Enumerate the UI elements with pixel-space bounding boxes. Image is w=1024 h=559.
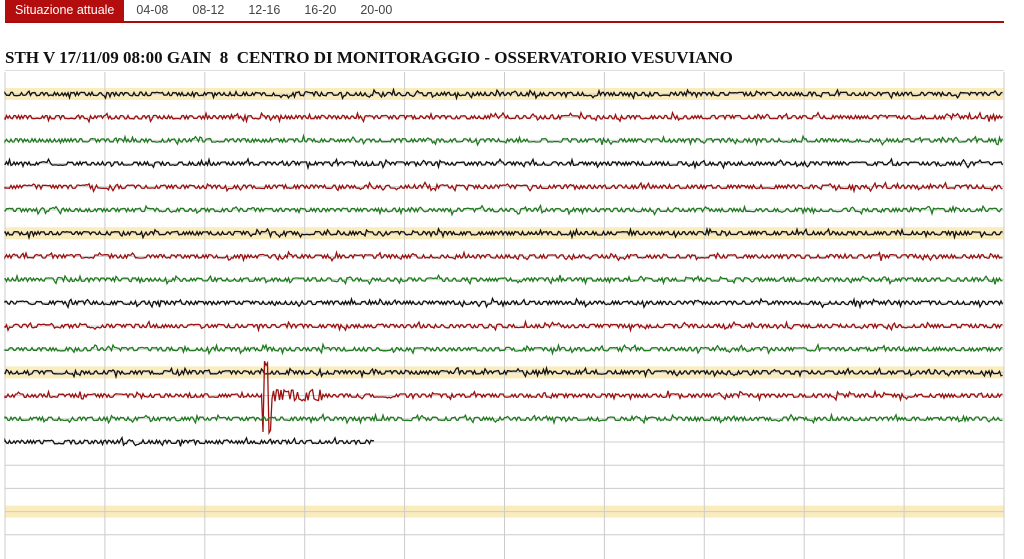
seismic-trace bbox=[4, 110, 1004, 124]
tab-20-00[interactable]: 20-00 bbox=[360, 3, 393, 17]
tab-12-16[interactable]: 12-16 bbox=[248, 3, 281, 17]
seismic-trace bbox=[4, 203, 1003, 217]
seismic-trace bbox=[4, 435, 375, 447]
tab-04-08[interactable]: 04-08 bbox=[136, 3, 169, 17]
seismic-trace bbox=[4, 273, 1003, 286]
seismic-trace bbox=[4, 412, 1003, 426]
seismic-trace bbox=[4, 226, 1003, 241]
page-title: STH V 17/11/09 08:00 GAIN 8 CENTRO DI MO… bbox=[5, 48, 733, 67]
seismic-trace bbox=[4, 87, 1003, 101]
title-divider bbox=[5, 70, 1004, 71]
seismic-trace bbox=[4, 365, 1003, 380]
time-range-tabs: Situazione attuale 04-08 08-12 12-16 16-20 20… bbox=[5, 0, 1004, 23]
seismic-trace bbox=[4, 319, 1003, 333]
seismic-trace bbox=[4, 360, 1003, 436]
tab-08-12[interactable]: 08-12 bbox=[192, 3, 225, 17]
seismic-trace bbox=[4, 181, 1003, 194]
seismic-trace bbox=[4, 250, 1003, 263]
seismic-trace bbox=[4, 157, 1004, 171]
tab-situazione-attuale[interactable]: Situazione attuale bbox=[5, 0, 125, 21]
seismic-trace bbox=[4, 342, 1003, 356]
tab-16-20[interactable]: 16-20 bbox=[304, 3, 337, 17]
seismic-trace bbox=[4, 296, 1004, 310]
seismic-trace bbox=[4, 133, 1004, 147]
